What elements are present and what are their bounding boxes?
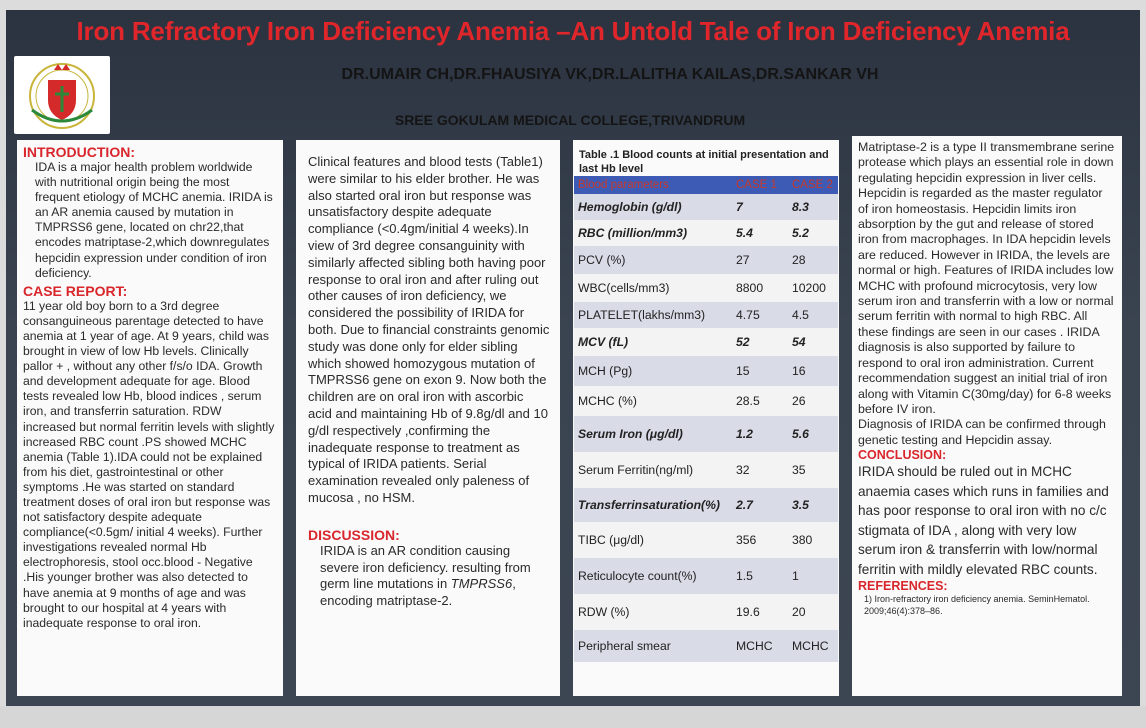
discussion-text-part1: IRIDA is an AR condition causing severe … bbox=[320, 542, 531, 592]
table-cell-case1: 2.7 bbox=[732, 488, 788, 522]
table-cell-parameter: PLATELET(lakhs/mm3) bbox=[574, 302, 732, 328]
table-cell-case1: 1.2 bbox=[732, 416, 788, 452]
table-cell-case1: 1.5 bbox=[732, 558, 788, 594]
conclusion-heading: CONCLUSION: bbox=[858, 448, 947, 463]
table-row: RBC (million/mm3) 5.4 5.2 bbox=[574, 220, 838, 246]
table-header-row: Blood parameters CASE 1 CASE 2 bbox=[574, 176, 838, 194]
table-cell-parameter: Peripheral smear bbox=[574, 630, 732, 662]
table-cell-case1: 28.5 bbox=[732, 386, 788, 416]
clinical-text: Clinical features and blood tests (Table… bbox=[308, 154, 550, 505]
authors-line: DR.UMAIR CH,DR.FHAUSIYA VK,DR.LALITHA KA… bbox=[341, 66, 879, 83]
table-cell-case2: 4.5 bbox=[788, 302, 838, 328]
table-cell-case1: 15 bbox=[732, 356, 788, 386]
header-case2: CASE 2 bbox=[788, 176, 838, 194]
table-row: Reticulocyte count(%) 1.5 1 bbox=[574, 558, 838, 594]
introduction-heading: INTRODUCTION: bbox=[23, 144, 135, 160]
table-cell-case2: 5.2 bbox=[788, 220, 838, 246]
table-cell-case1: 32 bbox=[732, 452, 788, 488]
table-cell-parameter: RBC (million/mm3) bbox=[574, 220, 732, 246]
table-cell-case1: 356 bbox=[732, 522, 788, 558]
table-row: RDW (%) 19.6 20 bbox=[574, 594, 838, 630]
case-report-heading: CASE REPORT: bbox=[23, 282, 128, 299]
table-cell-case1: MCHC bbox=[732, 630, 788, 662]
discussion-heading: DISCUSSION: bbox=[308, 526, 400, 543]
header-case1: CASE 1 bbox=[732, 176, 788, 194]
table-cell-case2: 10200 bbox=[788, 274, 838, 302]
table-cell-case2: 16 bbox=[788, 356, 838, 386]
reference-1: 1) Iron-refractory iron deficiency anemi… bbox=[864, 594, 1090, 617]
discussion-text-part2: , encoding matriptase-2. bbox=[320, 576, 516, 609]
table-cell-case2: 35 bbox=[788, 452, 838, 488]
table-cell-case2: MCHC bbox=[788, 630, 838, 662]
blood-counts-table: Blood parameters CASE 1 CASE 2 Hemoglobi… bbox=[574, 176, 838, 662]
header-parameter: Blood parameters bbox=[574, 176, 732, 194]
table-cell-case1: 19.6 bbox=[732, 594, 788, 630]
introduction-case-panel: INTRODUCTION: IDA is a major health prob… bbox=[17, 140, 283, 696]
case-report-text: 11 year old boy born to a 3rd degree con… bbox=[23, 298, 275, 630]
table-cell-case2: 1 bbox=[788, 558, 838, 594]
table-cell-case1: 4.75 bbox=[732, 302, 788, 328]
table-cell-case2: 380 bbox=[788, 522, 838, 558]
table-cell-case1: 52 bbox=[732, 328, 788, 356]
clinical-discussion-panel: Clinical features and blood tests (Table… bbox=[296, 140, 560, 696]
table-cell-parameter: PCV (%) bbox=[574, 246, 732, 274]
table-row: MCH (Pg) 15 16 bbox=[574, 356, 838, 386]
table-row: Serum Iron (μg/dl) 1.2 5.6 bbox=[574, 416, 838, 452]
table-cell-case2: 20 bbox=[788, 594, 838, 630]
table-cell-parameter: TIBC (μg/dl) bbox=[574, 522, 732, 558]
table-cell-parameter: Serum Ferritin(ng/ml) bbox=[574, 452, 732, 488]
table-cell-case2: 28 bbox=[788, 246, 838, 274]
table-cell-parameter: Transferrinsaturation(%) bbox=[574, 488, 732, 522]
table-cell-case1: 8800 bbox=[732, 274, 788, 302]
table-cell-parameter: MCV (fL) bbox=[574, 328, 732, 356]
table-row: WBC(cells/mm3) 8800 10200 bbox=[574, 274, 838, 302]
college-logo bbox=[14, 56, 110, 134]
table-cell-case1: 5.4 bbox=[732, 220, 788, 246]
table-row: MCV (fL) 52 54 bbox=[574, 328, 838, 356]
introduction-text: IDA is a major health problem worldwide … bbox=[35, 160, 273, 280]
table-row: Serum Ferritin(ng/ml) 32 35 bbox=[574, 452, 838, 488]
table-cell-parameter: Serum Iron (μg/dl) bbox=[574, 416, 732, 452]
table-cell-parameter: Reticulocyte count(%) bbox=[574, 558, 732, 594]
matriptase-text: Matriptase-2 is a type II transmembrane … bbox=[858, 140, 1115, 416]
table-row: MCHC (%) 28.5 26 bbox=[574, 386, 838, 416]
diagnosis-text: Diagnosis of IRIDA can be confirmed thro… bbox=[858, 417, 1106, 447]
table-cell-case2: 3.5 bbox=[788, 488, 838, 522]
table-row: Hemoglobin (g/dl) 7 8.3 bbox=[574, 194, 838, 220]
table-cell-case2: 26 bbox=[788, 386, 838, 416]
college-name: SREE GOKULAM MEDICAL COLLEGE,TRIVANDRUM bbox=[394, 112, 746, 128]
table-cell-case1: 27 bbox=[732, 246, 788, 274]
table-row: Peripheral smear MCHC MCHC bbox=[574, 630, 838, 662]
table-row: PLATELET(lakhs/mm3) 4.75 4.5 bbox=[574, 302, 838, 328]
conclusion-text: IRIDA should be ruled out in MCHC anaemi… bbox=[858, 464, 1109, 577]
college-seal-icon bbox=[29, 63, 95, 129]
table-cell-case2: 5.6 bbox=[788, 416, 838, 452]
discussion-gene: TMPRSS6 bbox=[450, 576, 513, 592]
blood-counts-panel: Table .1 Blood counts at initial present… bbox=[573, 140, 839, 696]
table-cell-case2: 8.3 bbox=[788, 194, 838, 220]
table-cell-parameter: Hemoglobin (g/dl) bbox=[574, 194, 732, 220]
bottom-margin bbox=[0, 706, 1146, 728]
table-row: Transferrinsaturation(%) 2.7 3.5 bbox=[574, 488, 838, 522]
table-row: PCV (%) 27 28 bbox=[574, 246, 838, 274]
table-cell-parameter: RDW (%) bbox=[574, 594, 732, 630]
discussion-conclusion-panel: Matriptase-2 is a type II transmembrane … bbox=[852, 136, 1122, 696]
table-title: Table .1 Blood counts at initial present… bbox=[579, 149, 829, 175]
references-heading: REFERENCES: bbox=[858, 579, 948, 594]
table-row: TIBC (μg/dl) 356 380 bbox=[574, 522, 838, 558]
table-cell-case2: 54 bbox=[788, 328, 838, 356]
table-cell-parameter: MCH (Pg) bbox=[574, 356, 732, 386]
poster-title: Iron Refractory Iron Deficiency Anemia –… bbox=[76, 16, 1070, 46]
table-cell-case1: 7 bbox=[732, 194, 788, 220]
table-cell-parameter: WBC(cells/mm3) bbox=[574, 274, 732, 302]
table-cell-parameter: MCHC (%) bbox=[574, 386, 732, 416]
